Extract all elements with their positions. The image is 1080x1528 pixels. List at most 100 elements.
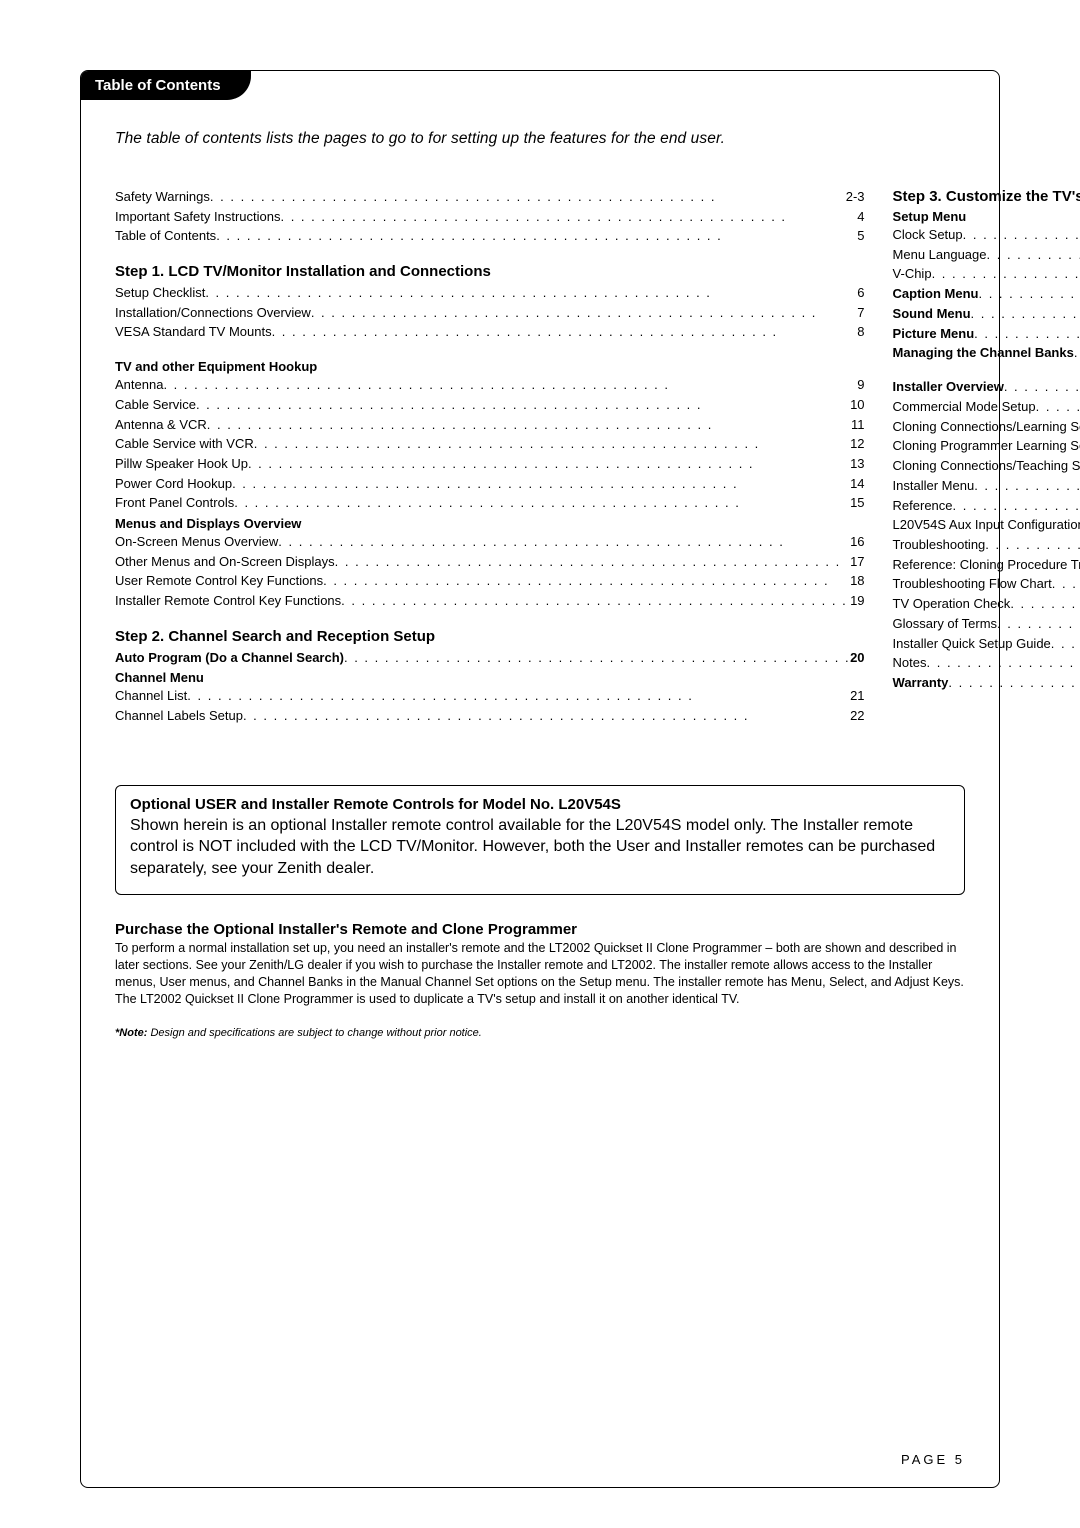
heading: TV and other Equipment Hookup (115, 359, 865, 374)
toc-line: Cable Service 10 (115, 396, 865, 414)
toc-line: User Remote Control Key Functions 18 (115, 572, 865, 590)
toc-label: Reference: Cloning Procedure Troubleshoo… (893, 556, 1080, 574)
toc-dots (163, 376, 857, 394)
toc-line: Reference: Cloning Procedure Troubleshoo… (893, 556, 1080, 574)
toc-page: 10 (850, 396, 864, 414)
toc-label: Important Safety Instructions (115, 208, 280, 226)
toc-page: 14 (850, 475, 864, 493)
toc-page: 13 (850, 455, 864, 473)
toc-label: Troubleshooting Flow Chart (893, 575, 1052, 593)
toc-label: Installer Overview (893, 378, 1004, 396)
toc-dots (323, 572, 850, 590)
toc-line: Pillw Speaker Hook Up 13 (115, 455, 865, 473)
toc-line: Troubleshooting 55 (893, 536, 1080, 554)
toc-page: 12 (850, 435, 864, 453)
toc-dots (1052, 575, 1080, 593)
toc-line: VESA Standard TV Mounts 8 (115, 323, 865, 341)
toc-line: Caption Menu 31-32 (893, 285, 1080, 303)
toc-page: 18 (850, 572, 864, 590)
toc-label: Clock Setup (893, 226, 963, 244)
heading: Menus and Displays Overview (115, 516, 865, 531)
toc-page: 21 (850, 687, 864, 705)
toc-label: Power Cord Hookup (115, 475, 232, 493)
toc-line: TV Operation Check 58 (893, 595, 1080, 613)
heading: Step 1. LCD TV/Monitor Installation and … (115, 263, 865, 280)
toc-page: 11 (851, 416, 865, 434)
toc-label: Sound Menu (893, 305, 971, 323)
toc-line: On-Screen Menus Overview 16 (115, 533, 865, 551)
toc-dots (335, 553, 850, 571)
toc-page: 8 (857, 323, 864, 341)
heading: Step 2. Channel Search and Reception Set… (115, 628, 865, 645)
toc-label: Cloning Connections/Teaching Setup (893, 457, 1080, 475)
toc-page: 5 (857, 227, 864, 245)
toc-line: Safety Warnings 2-3 (115, 188, 865, 206)
content: The table of contents lists the pages to… (81, 100, 999, 1059)
toc-label: Cloning Programmer Learning Setup (893, 437, 1080, 455)
toc-dots (974, 477, 1080, 495)
toc-page: 7 (857, 304, 864, 322)
toc-label: Channel List (115, 687, 187, 705)
heading: Channel Menu (115, 670, 865, 685)
toc-line: Table of Contents 5 (115, 227, 865, 245)
toc-dots (971, 305, 1080, 323)
toc-page: 4 (857, 208, 864, 226)
purchase-heading: Purchase the Optional Installer's Remote… (115, 921, 965, 938)
header-tab: Table of Contents (81, 71, 251, 100)
left-column: Safety Warnings 2-3 Important Safety Inst… (115, 188, 865, 727)
toc-label: TV Operation Check (893, 595, 1011, 613)
toc-page: 17 (850, 553, 864, 571)
toc-line: Antenna & VCR 11 (115, 416, 865, 434)
toc-line: Commercial Mode Setup 41 (893, 398, 1080, 416)
toc-label: Antenna (115, 376, 163, 394)
toc-dots (953, 497, 1080, 515)
toc-label: Glossary of Terms (893, 615, 998, 633)
toc-dots (210, 188, 846, 206)
toc-line: V-Chip 27-30 (893, 265, 1080, 283)
toc-label: Reference (893, 497, 953, 515)
toc-dots (216, 227, 857, 245)
toc-line: Cloning Connections/Teaching Setup 44 (893, 457, 1080, 475)
toc-line: Clock Setup 23-25 (893, 226, 1080, 244)
intro-text: The table of contents lists the pages to… (115, 130, 965, 148)
toc-label: Setup Checklist (115, 284, 205, 302)
toc-page: 9 (857, 376, 864, 394)
toc-dots (1036, 398, 1080, 416)
note: *Note: Design and specifications are sub… (115, 1027, 965, 1039)
toc-line: Glossary of Terms 59 (893, 615, 1080, 633)
optional-box: Optional USER and Installer Remote Contr… (115, 785, 965, 895)
toc-columns: Safety Warnings 2-3 Important Safety Inst… (115, 188, 965, 727)
toc-line: Setup Checklist 6 (115, 284, 865, 302)
toc-page: 2-3 (846, 188, 865, 206)
toc-dots (254, 435, 850, 453)
note-label: *Note: (115, 1027, 147, 1039)
toc-dots (997, 615, 1080, 633)
toc-label: Installer Quick Setup Guide (893, 635, 1051, 653)
toc-line: Managing the Channel Banks 37-39 (893, 344, 1080, 362)
toc-line: L20V54S Aux Input Configuration/Troubles… (893, 516, 1080, 534)
toc-dots (1051, 635, 1080, 653)
toc-dots (234, 494, 850, 512)
toc-line: Installation/Connections Overview 7 (115, 304, 865, 322)
toc-dots (243, 707, 850, 725)
optional-title: Optional USER and Installer Remote Contr… (130, 796, 950, 813)
toc-label: L20V54S Aux Input Configuration/Troubles… (893, 516, 1080, 534)
toc-label: Commercial Mode Setup (893, 398, 1036, 416)
heading: Step 3. Customize the TV's Features (893, 188, 1080, 205)
toc-label: Managing the Channel Banks (893, 344, 1074, 362)
toc-dots (985, 536, 1080, 554)
toc-line: Warranty Back Cover (893, 674, 1080, 692)
toc-label: Safety Warnings (115, 188, 210, 206)
toc-label: Antenna & VCR (115, 416, 207, 434)
toc-line: Channel List 21 (115, 687, 865, 705)
toc-label: Pillw Speaker Hook Up (115, 455, 248, 473)
toc-label: Cable Service with VCR (115, 435, 254, 453)
toc-label: User Remote Control Key Functions (115, 572, 323, 590)
toc-line: Other Menus and On-Screen Displays 17 (115, 553, 865, 571)
toc-dots (207, 416, 851, 434)
toc-dots (196, 396, 850, 414)
toc-label: Menu Language (893, 246, 987, 264)
toc-dots (248, 455, 850, 473)
toc-label: VESA Standard TV Mounts (115, 323, 272, 341)
toc-dots (232, 475, 850, 493)
